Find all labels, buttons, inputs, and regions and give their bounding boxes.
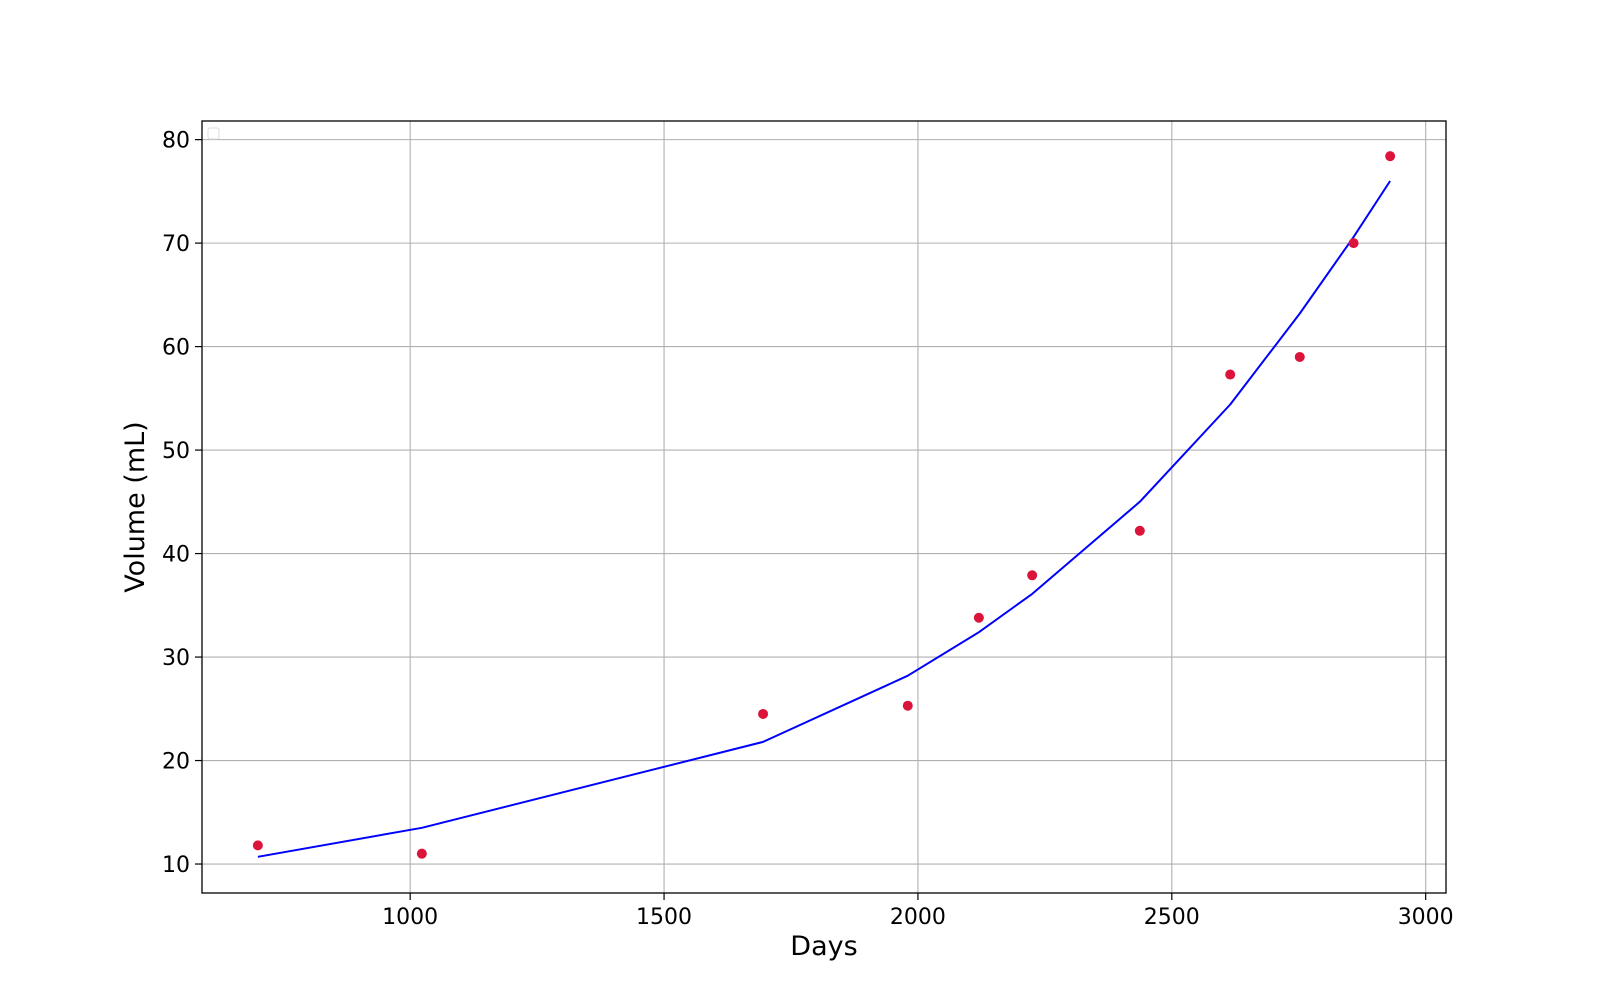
data-point — [1385, 151, 1396, 162]
y-tick-label: 20 — [162, 750, 190, 775]
y-tick-label: 40 — [162, 543, 190, 568]
data-point — [1027, 570, 1038, 581]
x-tick-label: 2500 — [1144, 905, 1200, 930]
x-tick-label: 1000 — [382, 905, 438, 930]
y-tick-label: 50 — [162, 439, 190, 464]
data-point — [758, 708, 769, 719]
grid — [202, 121, 1446, 893]
y-tick-label: 30 — [162, 646, 190, 671]
data-point — [1348, 238, 1359, 249]
y-tick-label: 10 — [162, 853, 190, 878]
x-tick-label: 3000 — [1398, 905, 1454, 930]
x-tick-label: 1500 — [636, 905, 692, 930]
plot-area-frame — [201, 120, 1447, 894]
fit-line — [257, 180, 1391, 858]
data-point — [416, 848, 427, 859]
legend — [207, 127, 220, 140]
data-point — [252, 840, 263, 851]
x-axis-label: Days — [790, 931, 857, 962]
x-tick-label: 2000 — [890, 905, 946, 930]
legend-box — [207, 127, 220, 140]
data-point — [973, 612, 984, 623]
data-point — [902, 700, 913, 711]
data-points-layer — [252, 151, 1396, 859]
y-axis-label: Volume (mL) — [120, 421, 151, 592]
fit-line-layer — [257, 180, 1391, 858]
y-tick-label: 70 — [162, 232, 190, 257]
axis-ticks: 1000 1500 2000 2500 3000 10 20 30 40 50 60 70 80 — [162, 129, 1454, 930]
y-tick-label: 60 — [162, 336, 190, 361]
y-tick-label: 80 — [162, 129, 190, 154]
data-point — [1294, 351, 1305, 362]
data-point — [1225, 369, 1236, 380]
data-point — [1134, 525, 1145, 536]
